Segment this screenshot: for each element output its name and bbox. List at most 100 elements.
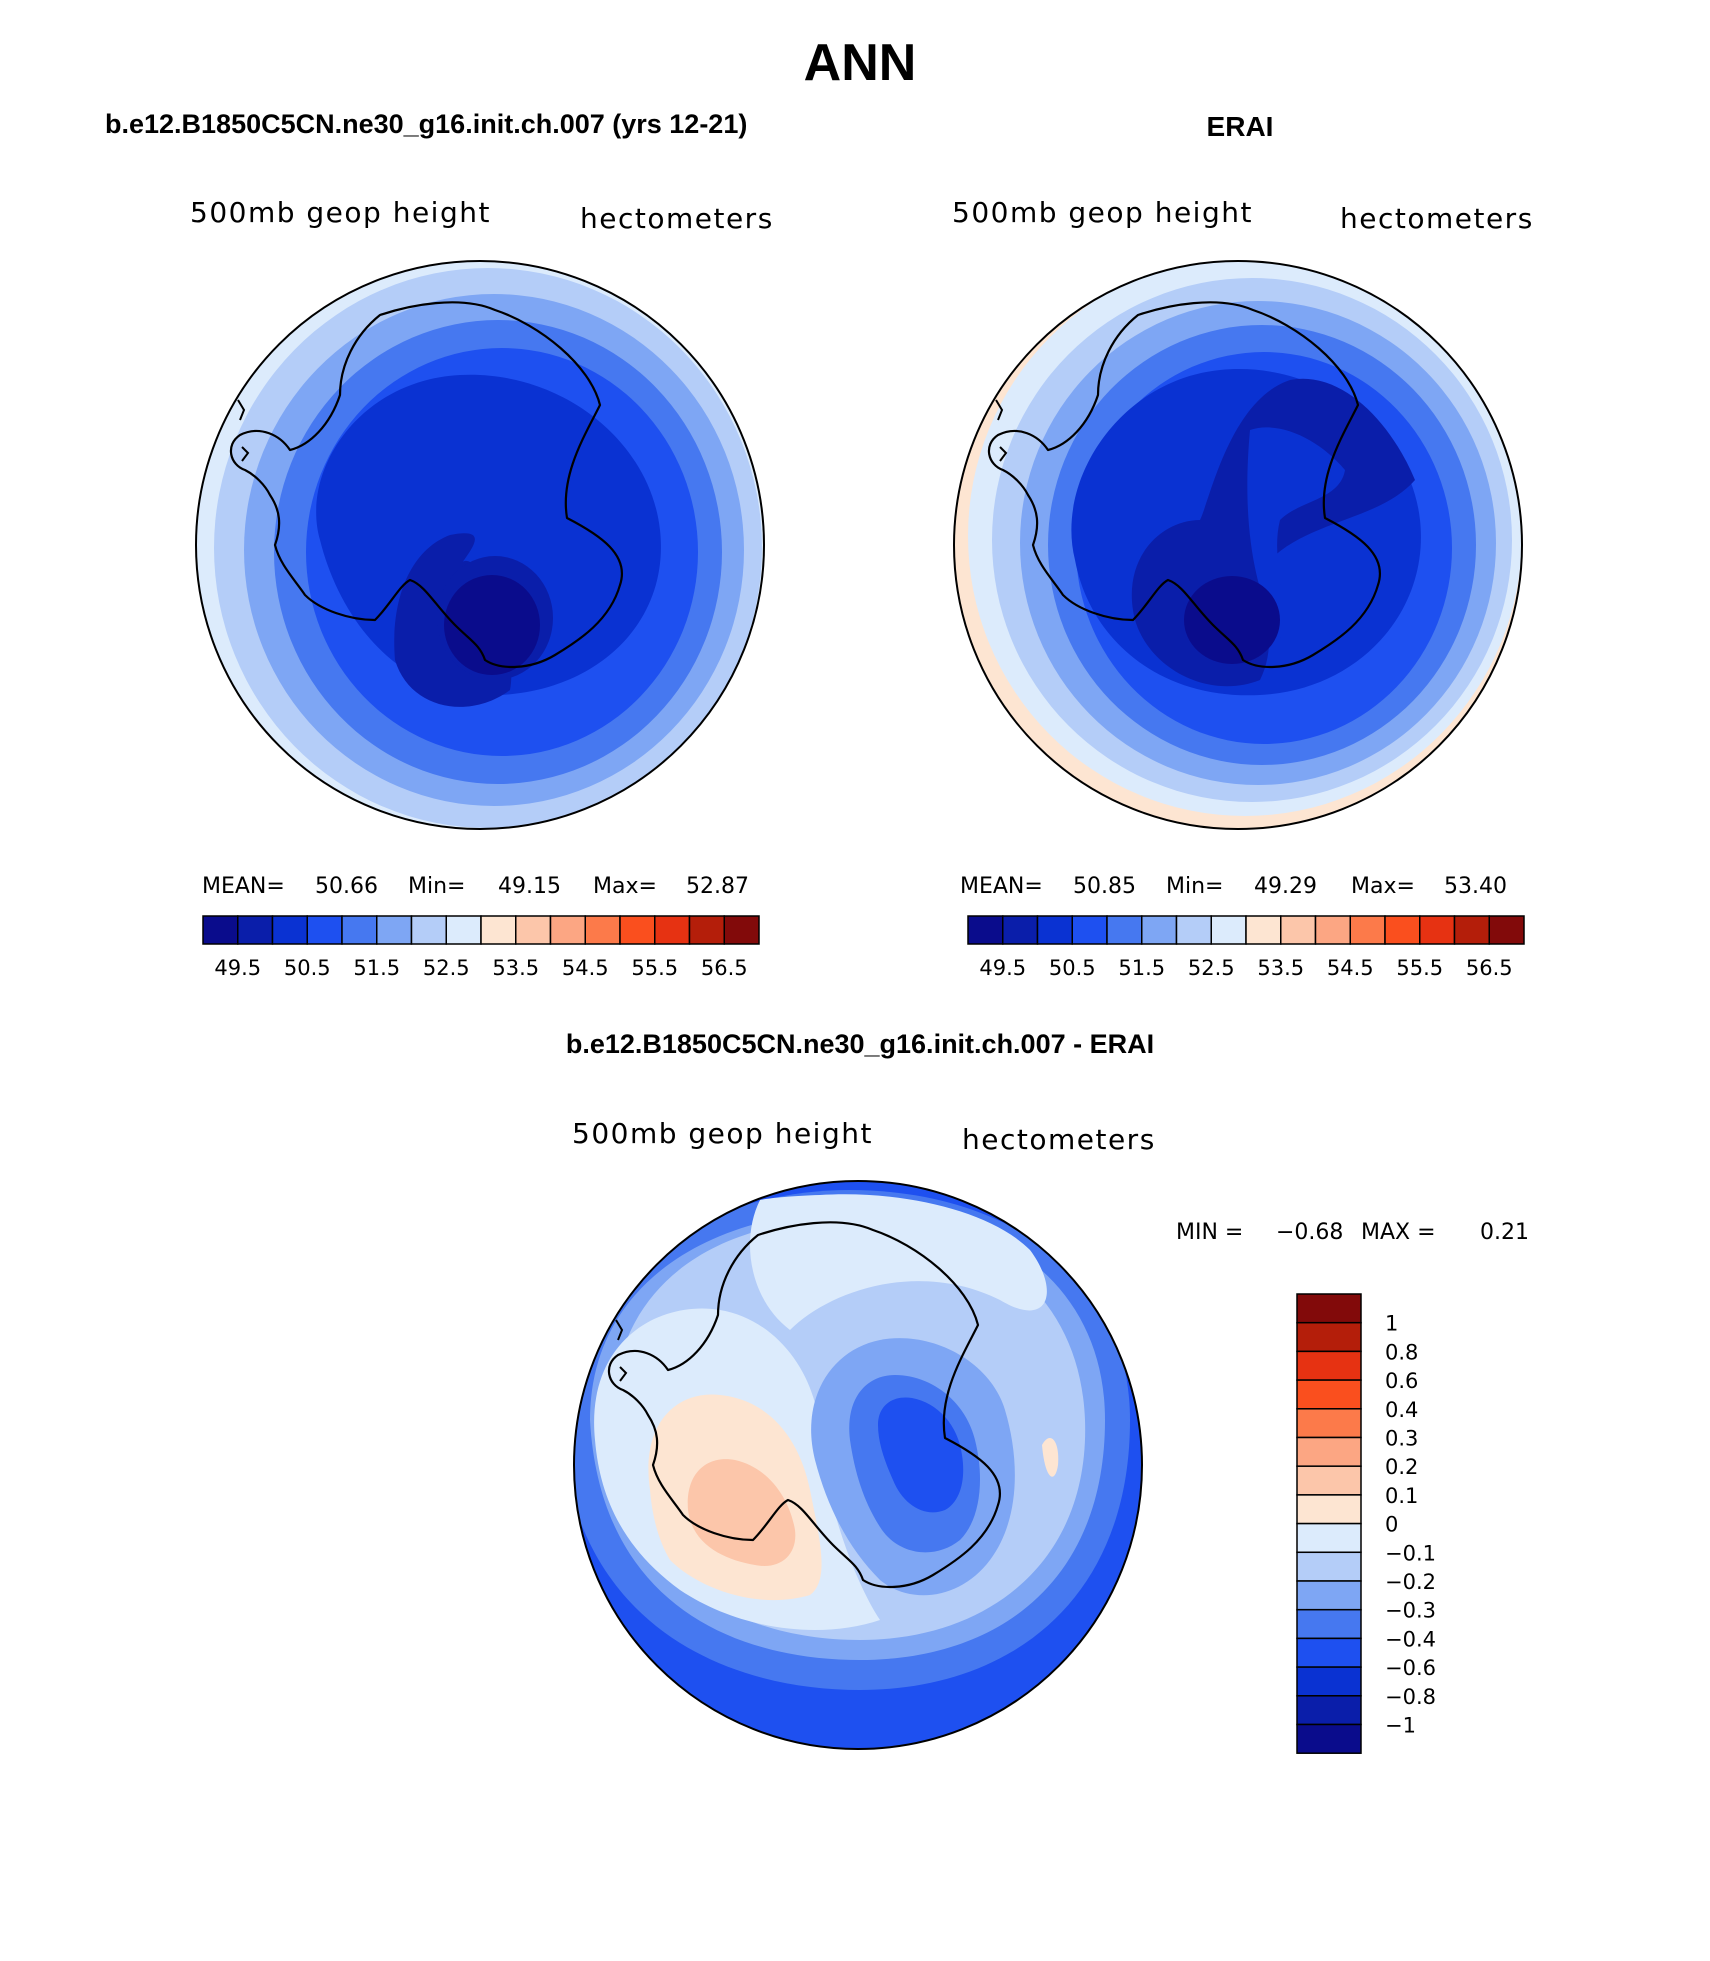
colorbar-swatch: [1141, 915, 1178, 945]
colorbar-tick-label: 53.5: [1257, 956, 1304, 980]
panel-obs-units: hectometers: [1340, 202, 1534, 235]
map-diff: [574, 1181, 1142, 1749]
colorbar-swatch: [1296, 1551, 1362, 1582]
map-model-border: [195, 260, 765, 830]
colorbar-swatch: [1296, 1637, 1362, 1668]
colorbar-tick-label: −0.1: [1385, 1541, 1436, 1565]
panel-obs-stats: MEAN= 50.85 Min= 49.29 Max= 53.40: [960, 874, 1507, 899]
stat-max-value: 52.87: [686, 874, 749, 899]
panel-model-units: hectometers: [580, 202, 774, 235]
stat-mean-label: MEAN=: [202, 874, 285, 899]
colorbar-tick-label: 54.5: [1327, 956, 1374, 980]
colorbar-tick-label: 51.5: [1118, 956, 1165, 980]
stat-min-value: 49.29: [1254, 874, 1317, 899]
colorbar-swatch: [1106, 915, 1143, 945]
colorbar-swatch: [515, 915, 552, 945]
colorbar-tick-label: 0.4: [1385, 1398, 1418, 1422]
colorbar-swatch: [1296, 1522, 1362, 1554]
colorbar-swatch: [1296, 1666, 1362, 1697]
panel-obs: ERAI 500mb geop height hectometers MEAN=…: [952, 111, 1534, 980]
stat-min-value: 49.15: [498, 874, 561, 899]
stat-mean-label: MEAN=: [960, 874, 1043, 899]
colorbar-swatch: [1296, 1465, 1362, 1496]
panel-obs-variable: 500mb geop height: [952, 196, 1253, 229]
panel-model-stats: MEAN= 50.66 Min= 49.15 Max= 52.87: [202, 874, 749, 899]
colorbar-swatch: [1314, 915, 1351, 945]
colorbar-swatch: [1296, 1608, 1362, 1640]
map-obs-border: [953, 260, 1523, 830]
colorbar-swatch: [1296, 1723, 1362, 1754]
colorbar-tick-label: −0.4: [1385, 1627, 1436, 1651]
colorbar-tick-label: 55.5: [1396, 956, 1443, 980]
colorbar-swatch: [688, 915, 725, 945]
stat-max-value: 0.21: [1480, 1220, 1529, 1245]
colorbar-tick-label: 52.5: [1188, 956, 1235, 980]
panel-diff: b.e12.B1850C5CN.ne30_g16.init.ch.007 - E…: [566, 1029, 1529, 1754]
stat-mean-value: 50.66: [315, 874, 378, 899]
colorbar-swatch: [1419, 915, 1456, 945]
colorbar-swatch: [549, 915, 586, 945]
stat-min-label: Min=: [1166, 874, 1223, 899]
colorbar-swatch: [376, 915, 413, 945]
colorbar-swatch: [1296, 1321, 1362, 1353]
colorbar-swatch: [306, 915, 343, 945]
colorbar-swatch: [1280, 915, 1317, 945]
colorbar-obs-labels: 49.5 50.5 51.5 52.5 53.5 54.5 55.5 56.5: [979, 956, 1512, 980]
colorbar-swatch: [410, 915, 447, 945]
panel-model-variable: 500mb geop height: [190, 196, 491, 229]
colorbar-tick-label: 52.5: [423, 956, 470, 980]
colorbar-tick-label: −1: [1385, 1714, 1416, 1738]
colorbar-diff-labels: 1 0.8 0.6 0.4 0.3 0.2 0.1 0 −0.1 −0.2 −0.3 −0.4 −0.6…: [1385, 1312, 1436, 1738]
stat-min-label: Min=: [408, 874, 465, 899]
colorbar-tick-label: 56.5: [701, 956, 748, 980]
panel-model: b.e12.B1850C5CN.ne30_g16.init.ch.007 (yr…: [105, 109, 774, 980]
map-model: [196, 261, 764, 829]
colorbar-tick-label: 0.2: [1385, 1455, 1418, 1479]
colorbar-swatch: [237, 915, 274, 945]
panel-diff-units: hectometers: [962, 1123, 1156, 1156]
panel-diff-case-title: b.e12.B1850C5CN.ne30_g16.init.ch.007 - E…: [566, 1029, 1154, 1059]
colorbar-tick-label: 51.5: [353, 956, 400, 980]
map-obs: [954, 261, 1522, 829]
panel-model-case-title: b.e12.B1850C5CN.ne30_g16.init.ch.007 (yr…: [105, 109, 747, 139]
colorbar-tick-label: 0.8: [1385, 1340, 1418, 1364]
map-diff-border: [573, 1180, 1143, 1750]
colorbar-swatch: [271, 915, 308, 945]
colorbar-obs: [967, 915, 1525, 945]
colorbar-tick-label: 54.5: [562, 956, 609, 980]
colorbar-swatch: [723, 915, 760, 945]
colorbar-tick-label: 0.1: [1385, 1484, 1418, 1508]
colorbar-tick-label: 56.5: [1466, 956, 1513, 980]
colorbar-model-labels: 49.5 50.5 51.5 52.5 53.5 54.5 55.5 56.5: [214, 956, 747, 980]
colorbar-swatch: [967, 915, 1004, 945]
colorbar-swatch: [1296, 1494, 1362, 1525]
colorbar-tick-label: −0.3: [1385, 1599, 1436, 1623]
colorbar-tick-label: 49.5: [214, 956, 261, 980]
colorbar-tick-label: 53.5: [492, 956, 539, 980]
colorbar-swatch: [1453, 915, 1490, 945]
stat-max-label: Max=: [1351, 874, 1415, 899]
colorbar-tick-label: −0.8: [1385, 1685, 1436, 1709]
colorbar-swatch: [1488, 915, 1525, 945]
colorbar-swatch: [1296, 1580, 1362, 1611]
stat-min-value: −0.68: [1276, 1220, 1343, 1245]
colorbar-swatch: [1210, 915, 1247, 945]
colorbar-swatch: [1296, 1379, 1362, 1410]
page-title: ANN: [804, 34, 917, 92]
colorbar-tick-label: 0: [1385, 1513, 1398, 1537]
colorbar-swatch: [202, 915, 239, 945]
stat-max-label: Max=: [593, 874, 657, 899]
colorbar-tick-label: −0.6: [1385, 1656, 1436, 1680]
colorbar-swatch: [341, 915, 378, 945]
colorbar-swatch: [1071, 915, 1108, 945]
colorbar-swatch: [1296, 1408, 1362, 1439]
colorbar-diff: [1296, 1293, 1362, 1754]
stat-mean-value: 50.85: [1073, 874, 1136, 899]
colorbar-swatch: [1296, 1436, 1362, 1467]
colorbar-tick-label: 50.5: [1049, 956, 1096, 980]
colorbar-tick-label: 1: [1385, 1312, 1398, 1336]
colorbar-swatch: [1296, 1293, 1362, 1324]
panel-diff-stats: MIN = −0.68 MAX = 0.21: [1176, 1220, 1529, 1245]
colorbar-swatch: [1175, 915, 1212, 945]
